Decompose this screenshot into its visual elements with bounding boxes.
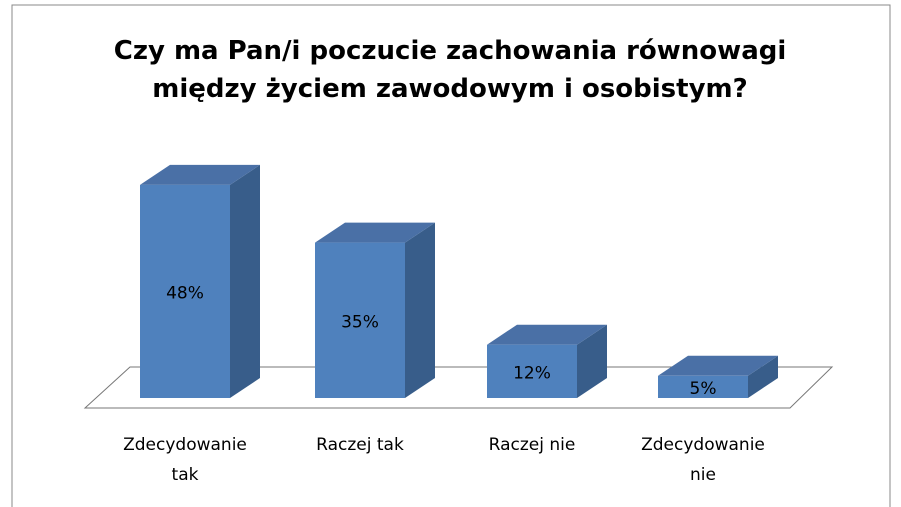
bar-top (487, 324, 607, 345)
bar (315, 242, 405, 398)
data-label: 35% (341, 312, 379, 332)
x-tick-label: Raczej nie (488, 435, 576, 455)
bar-side (230, 164, 260, 398)
x-tick-label: Zdecydowanie tak (123, 435, 247, 485)
floor (83, 366, 834, 409)
bar-top (315, 222, 435, 243)
bar (658, 375, 748, 398)
bar-side (748, 355, 778, 398)
x-tick-label: Zdecydowanie nie (641, 435, 765, 485)
chart-border (11, 4, 891, 507)
bar-top (658, 355, 778, 376)
data-label: 48% (166, 283, 204, 303)
data-label: 12% (513, 363, 551, 383)
bar-side (405, 222, 435, 398)
x-tick-label: Raczej tak (316, 435, 404, 455)
bar (487, 344, 577, 398)
bar-top (140, 164, 260, 185)
bar (140, 184, 230, 398)
bar-side (577, 324, 607, 398)
chart-title: Czy ma Pan/i poczucie zachowania równowa… (113, 36, 787, 104)
data-label: 5% (690, 379, 717, 399)
